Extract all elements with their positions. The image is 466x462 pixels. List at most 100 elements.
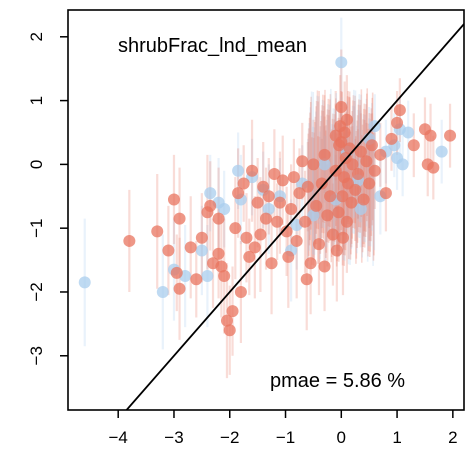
y-tick-label: 2: [27, 32, 46, 41]
x-tick-label: −4: [109, 428, 128, 447]
x-tick-label: 2: [448, 428, 457, 447]
data-point: [123, 234, 136, 247]
data-point: [195, 231, 208, 244]
data-point: [307, 158, 320, 171]
data-point: [243, 250, 256, 263]
y-tick-label: −1: [27, 218, 46, 237]
data-point: [304, 257, 317, 270]
data-point: [162, 244, 175, 257]
y-axis: −3 −2 −1 0 1 2: [27, 32, 68, 365]
data-point: [195, 244, 208, 257]
data-point: [345, 196, 358, 209]
data-point: [357, 193, 370, 206]
data-point: [268, 167, 281, 180]
data-point: [318, 148, 331, 161]
y-tick-label: 0: [27, 160, 46, 169]
x-tick-label: 1: [392, 428, 401, 447]
data-point: [340, 215, 353, 228]
data-point: [251, 196, 264, 209]
data-point: [254, 228, 267, 241]
data-point: [321, 209, 334, 222]
data-point: [273, 196, 286, 209]
data-point: [215, 260, 228, 273]
data-point: [246, 164, 259, 177]
data-point: [346, 158, 359, 171]
data-point: [326, 228, 339, 241]
data-point: [310, 199, 323, 212]
data-point: [184, 241, 197, 254]
data-point: [363, 177, 376, 190]
y-tick-label: −3: [27, 346, 46, 365]
data-point: [287, 171, 300, 184]
data-point: [299, 215, 312, 228]
data-point: [301, 180, 314, 193]
data-point: [204, 199, 217, 212]
data-point: [332, 206, 345, 219]
data-point: [435, 145, 448, 158]
data-point: [379, 187, 392, 200]
x-tick-label: −1: [276, 428, 295, 447]
data-point: [282, 250, 295, 263]
pmae-annotation: pmae = 5.86 %: [270, 370, 405, 392]
data-point: [343, 142, 356, 155]
data-point: [271, 215, 284, 228]
data-point: [280, 225, 293, 238]
data-point: [262, 203, 275, 216]
x-tick-label: 0: [337, 428, 346, 447]
data-point: [335, 100, 348, 113]
data-point: [260, 212, 272, 225]
x-tick-label: −3: [164, 428, 183, 447]
data-point: [229, 222, 242, 235]
data-point: [352, 167, 365, 180]
y-tick-label: −2: [27, 282, 46, 301]
data-point: [237, 177, 250, 190]
data-point: [240, 231, 253, 244]
data-point: [173, 212, 186, 225]
data-point: [424, 129, 437, 142]
data-point: [427, 161, 440, 174]
data-point: [167, 193, 180, 206]
data-point: [349, 183, 362, 196]
data-point: [156, 285, 169, 298]
data-point: [218, 270, 231, 283]
data-point: [391, 116, 404, 129]
data-point: [336, 190, 349, 203]
data-point: [226, 305, 239, 318]
data-point: [360, 155, 373, 168]
data-point: [365, 139, 378, 152]
data-point: [290, 234, 303, 247]
data-point: [257, 180, 270, 193]
chart-title: shrubFrac_lnd_mean: [118, 35, 307, 57]
data-point: [201, 270, 214, 283]
data-point: [232, 164, 245, 177]
data-point: [223, 324, 236, 337]
data-point: [354, 203, 367, 216]
data-point: [293, 187, 306, 200]
data-point: [407, 139, 420, 152]
x-axis: −4 −3 −2 −1 0 1 2: [109, 410, 458, 447]
data-point: [265, 257, 278, 270]
data-point: [276, 174, 289, 187]
data-point: [285, 203, 298, 216]
identity-line-layer: [125, 22, 464, 410]
data-point: [336, 231, 349, 244]
data-point: [318, 158, 331, 171]
data-point: [444, 129, 457, 142]
data-point: [333, 139, 346, 152]
data-point: [385, 132, 398, 145]
data-point: [312, 238, 325, 251]
y-tick-label: 1: [27, 96, 46, 105]
data-point: [220, 314, 233, 327]
data-point: [296, 155, 309, 168]
data-point: [396, 158, 409, 171]
data-point: [374, 148, 387, 161]
data-point: [318, 260, 331, 273]
x-tick-label: −2: [220, 428, 239, 447]
data-point: [212, 212, 225, 225]
data-point: [300, 273, 313, 286]
data-point: [212, 247, 225, 260]
data-point: [173, 282, 186, 295]
data-point: [402, 126, 415, 139]
data-point: [368, 164, 381, 177]
data-point: [393, 104, 406, 117]
